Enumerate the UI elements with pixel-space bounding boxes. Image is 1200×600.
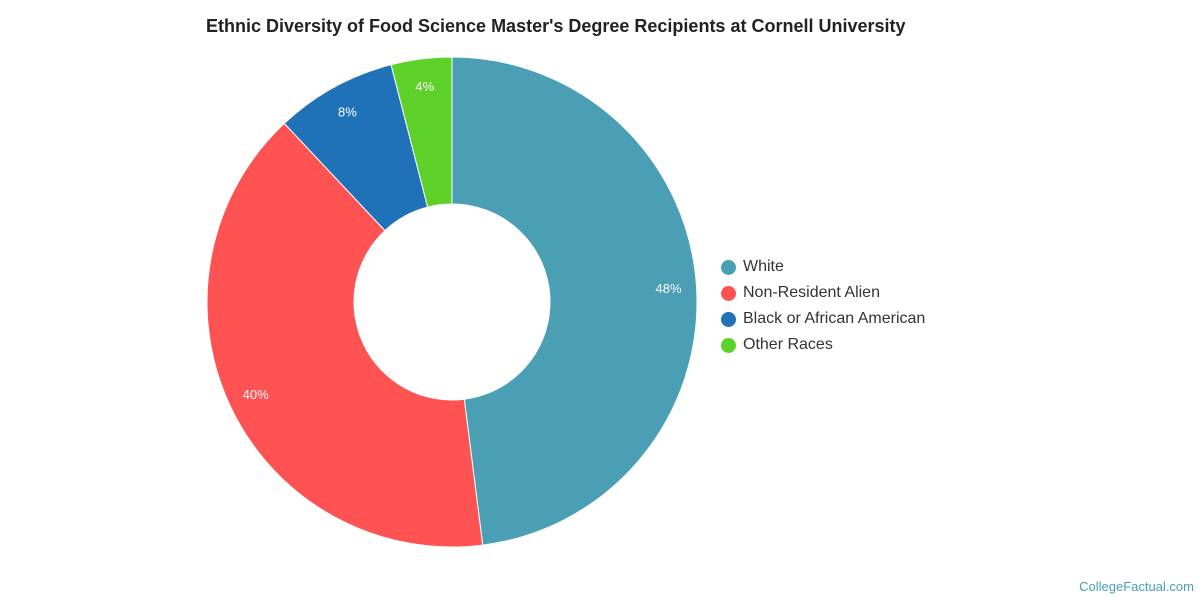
- legend-label-black-or-african-american: Black or African American: [743, 310, 926, 327]
- legend-swatch-other-races: [721, 337, 736, 353]
- legend-swatch-non-resident-alien: [721, 285, 736, 301]
- slice-other-races[interactable]: [390, 56, 453, 208]
- source-credit[interactable]: CollegeFactual.com: [1079, 579, 1194, 594]
- legend-item-other-races[interactable]: Other Races: [721, 332, 925, 358]
- legend-item-black-or-african-american[interactable]: Black or African American: [721, 306, 925, 332]
- legend-label-other-races: Other Races: [743, 336, 833, 353]
- legend-label-white: White: [743, 258, 784, 275]
- slice-white[interactable]: [451, 56, 698, 546]
- slice-label-white: 48%: [656, 281, 682, 296]
- slice-label-non-resident-alien: 40%: [243, 387, 269, 402]
- slice-labels: 48% 40% 8% 4%: [243, 79, 682, 402]
- slice-label-black-or-african-american: 8%: [338, 104, 357, 119]
- donut-slices: [206, 56, 698, 548]
- chart-title: Ethnic Diversity of Food Science Master'…: [206, 16, 906, 36]
- legend-swatch-black-or-african-american: [721, 311, 736, 327]
- chart-legend: White Non-Resident Alien Black or African …: [721, 254, 925, 358]
- legend-item-white[interactable]: White: [721, 254, 925, 280]
- slice-non-resident-alien[interactable]: [206, 122, 484, 548]
- legend-item-non-resident-alien[interactable]: Non-Resident Alien: [721, 280, 925, 306]
- legend-label-non-resident-alien: Non-Resident Alien: [743, 284, 880, 301]
- legend-swatch-white: [721, 259, 736, 275]
- slice-label-other-races: 4%: [415, 79, 434, 94]
